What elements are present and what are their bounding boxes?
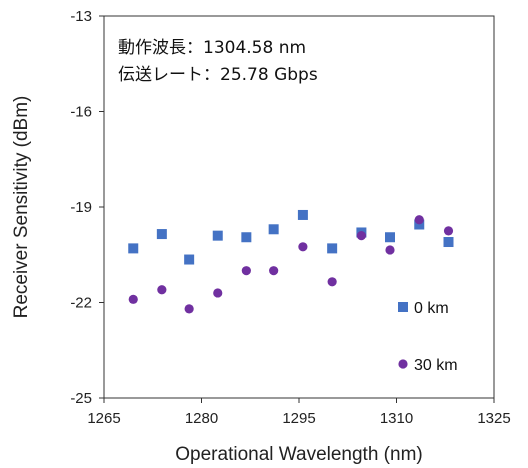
annotation-line: 動作波長：1304.58 nm	[118, 38, 306, 58]
data-point-circle	[327, 277, 337, 287]
y-tick-label: -13	[70, 8, 92, 25]
data-point-circle	[298, 242, 308, 252]
data-point-square	[241, 232, 252, 243]
y-tick-label: -19	[70, 199, 92, 216]
data-point-square	[268, 224, 279, 235]
legend-label: 30 km	[414, 357, 458, 374]
x-tick-label: 1310	[380, 410, 413, 427]
x-tick-label: 1265	[87, 410, 120, 427]
data-point-circle	[213, 288, 223, 298]
data-point-circle	[241, 266, 251, 276]
data-point-circle	[356, 231, 366, 241]
y-axis-ticks: -25 -22 -19 -16 -13	[70, 8, 104, 407]
data-point-circle	[269, 266, 279, 276]
x-tick-label: 1280	[185, 410, 218, 427]
y-tick-label: -16	[70, 104, 92, 121]
x-tick-label: 1295	[282, 410, 315, 427]
x-tick-label: 1325	[477, 410, 510, 427]
y-tick-label: -25	[70, 390, 92, 407]
data-point-circle	[184, 304, 194, 314]
data-point-square	[297, 209, 308, 220]
legend-label: 0 km	[414, 300, 449, 317]
data-point-square	[128, 243, 139, 254]
data-point-circle	[443, 226, 454, 236]
annotation-block: 動作波長：1304.58 nm 伝送レート：25.78 Gbps	[118, 38, 318, 85]
legend: 0 km 30 km	[398, 300, 458, 374]
series-30-km	[128, 215, 454, 314]
data-point-square	[385, 232, 395, 243]
data-series	[128, 209, 454, 314]
series-0-km	[128, 209, 454, 265]
data-point-square	[156, 229, 167, 240]
legend-marker-circle	[398, 359, 408, 369]
annotation-line: 伝送レート：25.78 Gbps	[118, 65, 318, 85]
x-axis-ticks: 1265 1280 1295 1310 1325	[87, 398, 511, 427]
data-point-square	[327, 243, 338, 254]
data-point-circle	[128, 294, 138, 304]
x-axis-label: Operational Wavelength (nm)	[175, 444, 422, 465]
data-point-square	[212, 230, 223, 241]
data-point-circle	[385, 245, 395, 255]
y-tick-label: -22	[70, 295, 92, 312]
data-point-square	[184, 254, 195, 265]
data-point-circle	[157, 285, 167, 295]
legend-marker-square	[398, 302, 408, 312]
data-point-square	[443, 237, 454, 248]
data-point-circle	[414, 215, 424, 225]
y-axis-label: Receiver Sensitivity (dBm)	[11, 96, 32, 319]
data-point-square	[414, 219, 425, 230]
